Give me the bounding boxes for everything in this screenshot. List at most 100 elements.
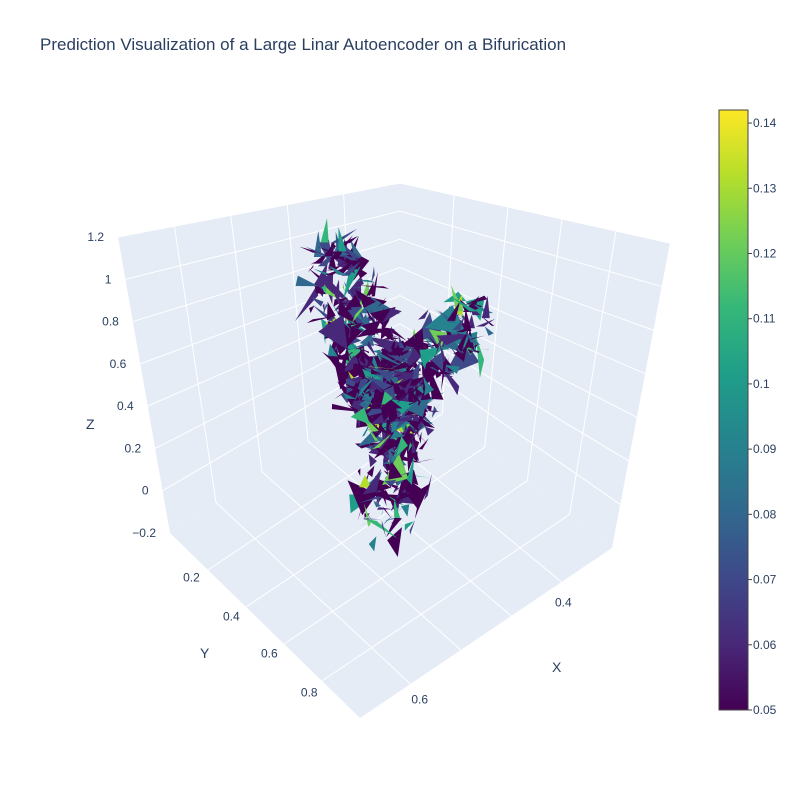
- surface-facet: [392, 499, 412, 517]
- surface-facet: [406, 455, 415, 486]
- surface-spike: [450, 296, 478, 312]
- surface-facet: [358, 372, 371, 381]
- colorbar-tick-label: 0.08: [753, 507, 777, 521]
- scene-3d[interactable]: [117, 182, 671, 718]
- surface-facet: [356, 354, 366, 380]
- surface-spike: [330, 248, 360, 261]
- surface-facet: [395, 475, 428, 506]
- colorbar-ticks: 0.05 0.06 0.07 0.08 0.09 0.1 0.11 0.12 0.13 0.14: [748, 116, 777, 717]
- surface-facet: [384, 416, 389, 421]
- surface-facet: [376, 507, 393, 510]
- colorbar-tick-label: 0.1: [753, 377, 770, 391]
- surface-facet: [413, 336, 416, 340]
- surface-facet: [350, 306, 363, 315]
- surface-facet: [322, 303, 328, 316]
- surface-facet: [384, 516, 399, 522]
- surface-facet: [409, 519, 416, 535]
- colorbar-tick-label: 0.09: [753, 442, 777, 456]
- surface-facet: [430, 351, 451, 378]
- surface-facet: [424, 426, 435, 436]
- surface-facet: [381, 509, 383, 516]
- surface-facet: [358, 496, 384, 504]
- surface-facet: [327, 343, 338, 357]
- surface-facet: [394, 378, 404, 384]
- surface-spike: [469, 303, 481, 316]
- surface-facet: [351, 325, 366, 333]
- surface-facet: [393, 487, 400, 494]
- surface-facet: [418, 438, 429, 450]
- surface-spike: [320, 218, 329, 243]
- surface-facet: [383, 385, 399, 401]
- surface-facet: [333, 279, 340, 307]
- surface-facet: [335, 353, 346, 359]
- surface-spike: [481, 295, 490, 319]
- surface-facet: [378, 430, 381, 439]
- surface-facet: [365, 519, 398, 539]
- surface-facet: [404, 521, 414, 531]
- surface-facet: [366, 430, 372, 451]
- surface-facet: [466, 335, 485, 341]
- surface-facet: [402, 489, 410, 494]
- surface-facet: [332, 331, 345, 340]
- surface-facet: [393, 441, 399, 448]
- surface-spike: [475, 318, 496, 327]
- y-tick-label: 0.8: [301, 685, 318, 699]
- x-axis-title: X: [552, 659, 562, 675]
- surface-facet: [382, 515, 393, 526]
- surface-spike: [338, 227, 347, 252]
- surface-facet: [306, 316, 335, 323]
- surface-spike: [327, 264, 347, 275]
- surface-facet: [409, 451, 418, 463]
- surface-facet: [382, 361, 411, 374]
- surface-facet: [380, 356, 399, 368]
- surface-facet: [359, 475, 372, 489]
- colorbar-tick-label: 0.13: [753, 181, 777, 195]
- surface-facet: [447, 353, 449, 368]
- surface-facet: [343, 382, 364, 396]
- surface-facet: [331, 303, 352, 331]
- surface-spike: [327, 264, 343, 271]
- surface-facet: [376, 365, 382, 370]
- surface-facet: [484, 326, 494, 336]
- colorbar-tick-label: 0.11: [753, 312, 776, 326]
- surface-facet: [346, 341, 368, 355]
- surface-facet: [371, 376, 383, 398]
- surface-spike: [447, 300, 461, 321]
- z-tick-label: 1.2: [87, 230, 104, 244]
- surface-facet: [390, 430, 406, 440]
- surface-mesh: [295, 218, 496, 557]
- y-tick-label: 0.2: [183, 571, 200, 585]
- z-tick-label: 0.6: [110, 357, 127, 371]
- surface-facet: [429, 367, 443, 374]
- colorbar-gradient: [718, 109, 749, 711]
- x-tick-label: 0.4: [555, 596, 572, 610]
- surface-facet: [375, 312, 378, 324]
- surface-facet: [455, 326, 470, 354]
- surface-facet: [475, 336, 485, 378]
- surface-facet: [345, 348, 364, 366]
- z-tick-label: 0.8: [102, 315, 119, 329]
- surface-facet: [295, 275, 319, 287]
- surface-facet: [389, 476, 409, 485]
- surface-facet: [371, 325, 408, 348]
- surface-facet: [360, 521, 367, 527]
- surface-facet: [371, 382, 376, 396]
- surface-facet: [408, 402, 416, 406]
- y-axis-ticks: 0.2 0.4 0.6 0.8: [183, 571, 318, 700]
- surface-facet: [469, 348, 480, 354]
- surface-facet: [418, 309, 429, 320]
- surface-facet: [402, 327, 424, 350]
- surface-facet: [424, 381, 435, 396]
- surface-facet: [393, 498, 401, 519]
- surface-facet: [397, 412, 403, 423]
- surface-facet: [370, 490, 393, 502]
- surface-facet: [385, 434, 396, 437]
- z-tick-label: −0.2: [132, 526, 156, 540]
- surface-facet: [324, 285, 338, 299]
- surface-facet: [380, 421, 398, 441]
- surface-facet: [350, 407, 371, 425]
- surface-facet: [314, 282, 327, 295]
- surface-facet: [343, 289, 375, 324]
- surface-facet: [362, 400, 371, 405]
- surface-facet: [383, 506, 393, 521]
